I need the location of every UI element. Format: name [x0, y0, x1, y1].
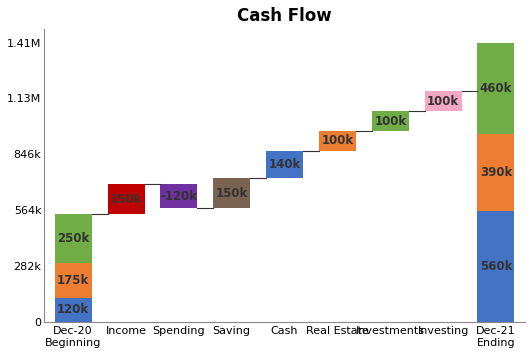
Bar — [372, 111, 409, 131]
Text: 100k: 100k — [374, 115, 406, 127]
Title: Cash Flow: Cash Flow — [237, 7, 332, 25]
Bar — [55, 298, 92, 322]
Text: 175k: 175k — [57, 274, 89, 287]
Bar — [55, 214, 92, 263]
Text: 390k: 390k — [480, 166, 512, 179]
Text: 460k: 460k — [480, 82, 512, 95]
Bar — [213, 179, 250, 208]
Bar — [107, 184, 145, 214]
Text: 100k: 100k — [427, 95, 459, 108]
Text: 100k: 100k — [321, 135, 353, 147]
Bar — [160, 184, 197, 208]
Bar — [266, 151, 303, 179]
Bar — [319, 131, 356, 151]
Bar — [55, 263, 92, 298]
Text: 120k: 120k — [57, 303, 89, 316]
Bar — [478, 211, 514, 322]
Text: 150k: 150k — [110, 193, 142, 206]
Bar — [425, 92, 462, 111]
Bar — [478, 43, 514, 134]
Text: 140k: 140k — [269, 158, 301, 171]
Text: 250k: 250k — [57, 232, 89, 245]
Bar — [478, 134, 514, 211]
Text: 150k: 150k — [215, 187, 248, 200]
Text: -120k: -120k — [160, 190, 197, 203]
Text: 560k: 560k — [480, 260, 512, 273]
